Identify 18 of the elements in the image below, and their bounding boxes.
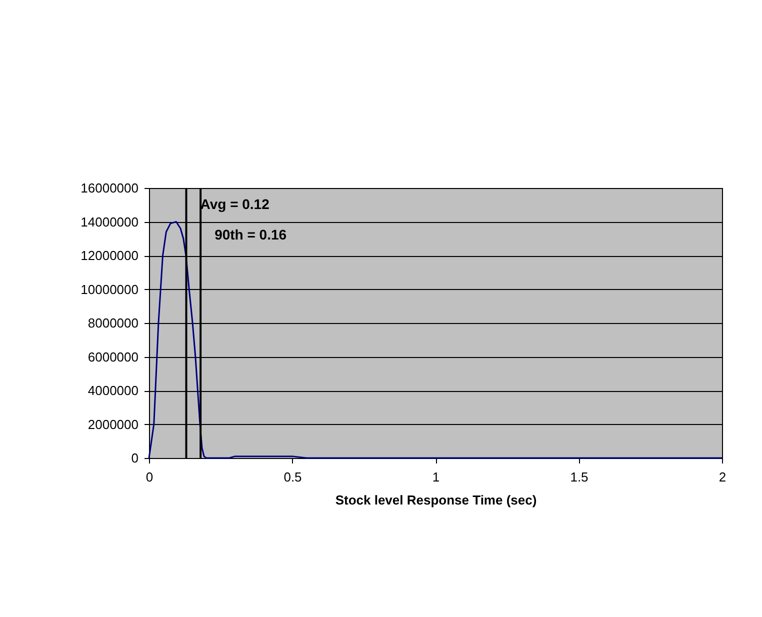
x-tick-label: 0 [146,470,154,484]
y-tick-label: 0 [131,450,138,466]
y-tick-label: 12000000 [80,248,138,263]
y-tick-label: 10000000 [80,282,138,297]
line-series [148,221,723,459]
y-tick-label: 6000000 [88,349,138,364]
y-tick-label: 8000000 [88,316,138,330]
x-tick-label: 2 [718,470,726,484]
annotation: 90th = 0.16 [214,226,287,242]
y-tick-label: 4000000 [88,383,138,398]
y-tick-label: 14000000 [80,214,138,230]
annotation: Avg = 0.12 [200,196,270,212]
x-tick-label: 1.5 [570,470,588,484]
y-tick-label: 2000000 [88,416,138,432]
x-axis-title: Stock level Response Time (sec) [335,492,537,508]
x-tick-label: 1 [432,470,440,484]
x-tick-label: 0.5 [284,470,302,484]
y-tick-label: 16000000 [80,180,138,196]
